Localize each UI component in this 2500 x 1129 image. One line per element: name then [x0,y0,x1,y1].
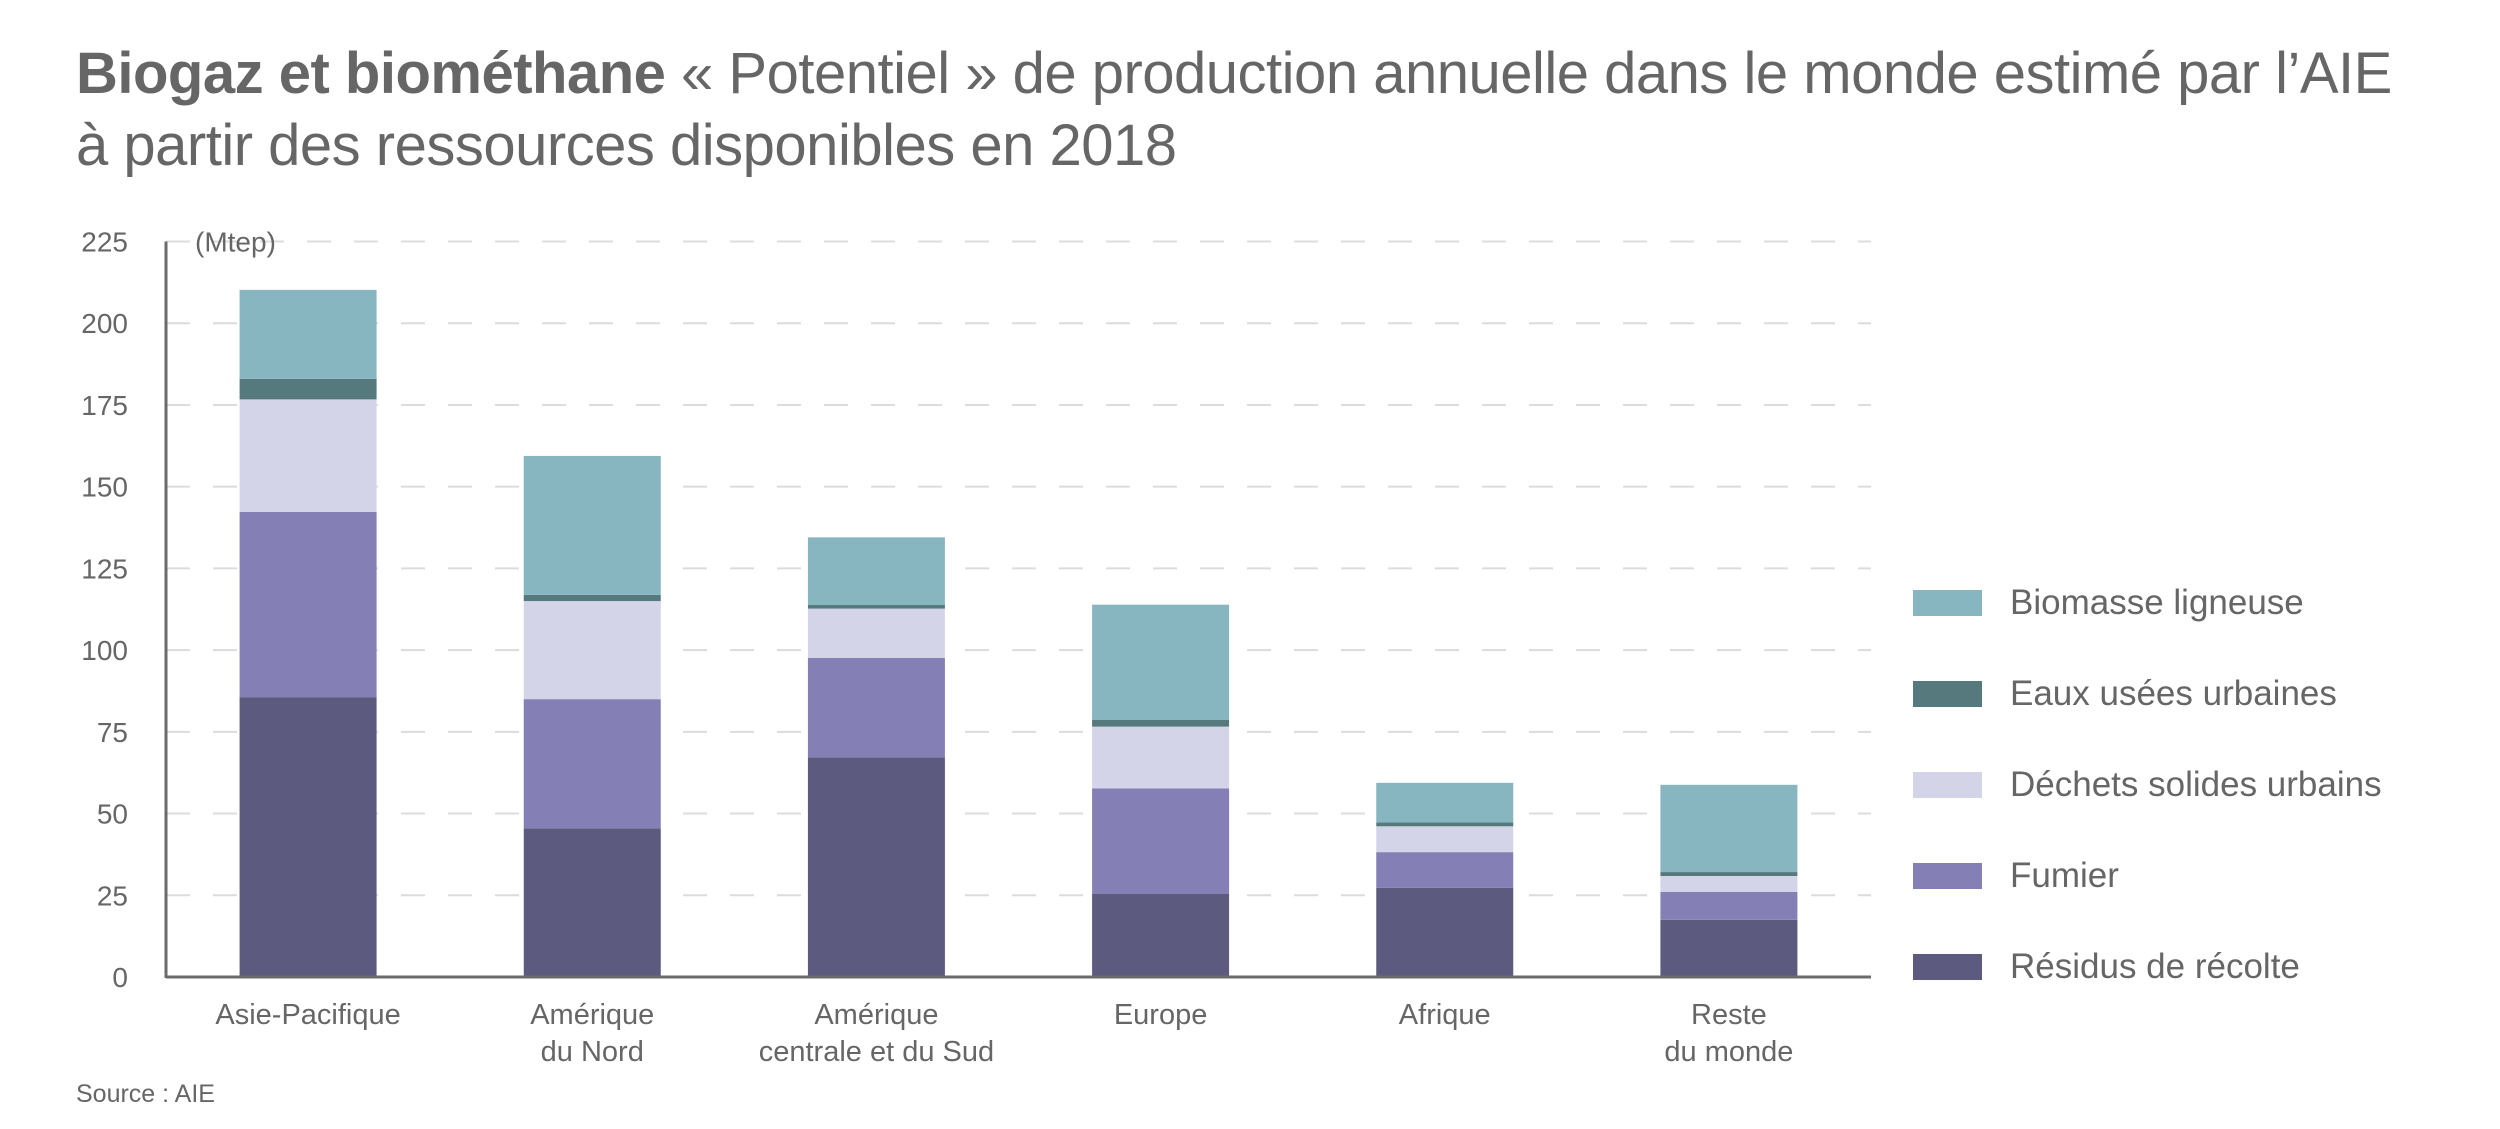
bar-segment-dechets-solides-urbains [1660,875,1798,893]
x-tick-label: du Nord [541,1036,644,1068]
bar-segment-biomasse-ligneuse [239,289,377,379]
bar-segment-eaux-usees-urbaines [523,594,661,602]
x-tick-label: Amérique [814,999,938,1031]
legend-item: Déchets solides urbains [1913,762,2382,808]
bar-segment-residus-de-recolte [807,757,945,977]
bar-segment-fumier [1092,788,1230,894]
legend-item: Eaux usées urbaines [1913,671,2337,717]
bar-segment-fumier [1660,892,1798,920]
bar-segment-eaux-usees-urbaines [1376,822,1514,827]
x-tick-label: Reste [1691,999,1767,1031]
title-light: « Potentiel » de production annuelle dan… [665,41,2392,106]
bar-segment-biomasse-ligneuse [807,537,945,606]
y-tick-label: 0 [112,962,128,993]
y-axis-unit-label: (Mtep) [195,227,276,258]
legend-item: Fumier [1913,853,2119,899]
chart-title: Biogaz et biométhane « Potentiel » de pr… [76,38,2476,182]
y-tick-label: 25 [97,880,128,911]
bar-segment-residus-de-recolte [1092,893,1230,977]
title-line-1: Biogaz et biométhane « Potentiel » de pr… [76,38,2476,110]
source-note: Source : AIE [76,1080,215,1108]
legend-swatch [1913,590,1982,616]
legend-label: Eaux usées urbaines [2010,674,2337,713]
y-tick-label: 100 [81,635,128,666]
bar-segment-residus-de-recolte [1660,919,1798,977]
x-tick-label: Asie-Pacifique [215,999,400,1031]
title-line-2: à partir des ressources disponibles en 2… [76,113,1177,178]
x-tick-label: centrale et du Sud [759,1036,994,1068]
bar-segment-dechets-solides-urbains [807,608,945,658]
legend-swatch [1913,772,1982,798]
bar-segment-residus-de-recolte [239,697,377,977]
legend-item: Résidus de récolte [1913,944,2300,990]
bar-segment-eaux-usees-urbaines [239,378,377,400]
legend-label: Fumier [2010,856,2119,895]
bar-segment-residus-de-recolte [523,828,661,977]
bar-segment-biomasse-ligneuse [523,455,661,595]
bar-segment-fumier [807,657,945,758]
x-tick-label: Europe [1114,999,1208,1031]
bar-segment-fumier [1376,852,1514,888]
bar-segment-dechets-solides-urbains [523,601,661,700]
y-tick-label: 175 [81,390,128,421]
y-tick-label: 125 [81,553,128,584]
y-tick-label: 200 [81,308,128,339]
y-tick-label: 150 [81,472,128,503]
bar-segment-fumier [523,699,661,829]
legend-label: Biomasse ligneuse [2010,583,2304,622]
bar-segment-dechets-solides-urbains [1092,726,1230,789]
x-tick-label: Amérique [530,999,654,1031]
legend-item: Biomasse ligneuse [1913,580,2304,626]
legend-label: Résidus de récolte [2010,947,2300,986]
y-tick-label: 75 [97,717,128,748]
x-tick-label: Afrique [1399,999,1491,1031]
bar-segment-dechets-solides-urbains [239,399,377,512]
title-bold: Biogaz et biométhane [76,41,666,106]
bar-segment-residus-de-recolte [1376,887,1514,977]
bar-segment-fumier [239,511,377,698]
y-tick-label: 225 [81,227,128,258]
legend-swatch [1913,954,1982,980]
x-tick-label: du monde [1664,1036,1793,1068]
bar-segment-dechets-solides-urbains [1376,826,1514,853]
bar-segment-eaux-usees-urbaines [1092,719,1230,727]
bar-segment-biomasse-ligneuse [1376,782,1514,823]
bar-segment-biomasse-ligneuse [1092,604,1230,720]
bar-segment-eaux-usees-urbaines [1660,872,1798,876]
legend-swatch [1913,863,1982,889]
bar-segment-eaux-usees-urbaines [807,605,945,609]
bar-segment-biomasse-ligneuse [1660,784,1798,873]
legend-label: Déchets solides urbains [2010,765,2382,804]
y-tick-label: 50 [97,799,128,830]
legend-swatch [1913,681,1982,707]
